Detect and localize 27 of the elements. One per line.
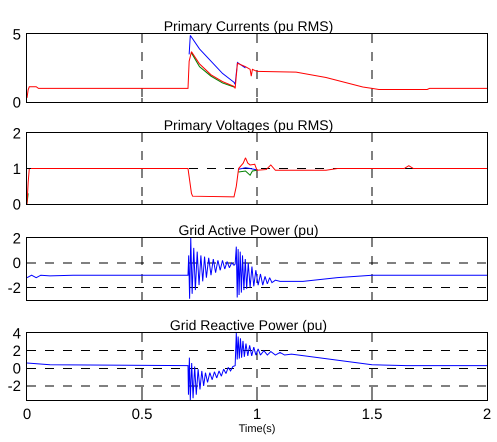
y-tick-label: 1 — [12, 160, 21, 178]
x-tick-label: 1.5 — [362, 406, 382, 423]
line-series — [27, 333, 487, 400]
chart-title: Primary Voltages (pu RMS) — [164, 117, 334, 133]
y-tick-label: 0 — [12, 360, 21, 378]
x-tick-label: 1 — [252, 406, 262, 423]
y-tick-label: 2 — [12, 125, 21, 142]
chart-title: Grid Active Power (pu) — [178, 222, 319, 238]
line-series — [188, 34, 246, 85]
line-series — [27, 238, 487, 300]
line-series — [27, 51, 487, 98]
x-tick-label: 2 — [482, 406, 492, 423]
line-series — [190, 52, 234, 88]
y-tick-label: 5 — [12, 26, 21, 44]
y-tick-label: 0 — [12, 196, 21, 214]
x-tick-label: 0.5 — [132, 406, 152, 423]
y-tick-label: 0 — [12, 94, 21, 112]
chart-title: Grid Reactive Power (pu) — [170, 317, 328, 333]
chart-title: Primary Currents (pu RMS) — [164, 18, 334, 34]
line-series — [27, 157, 487, 204]
y-tick-label: 0 — [12, 255, 21, 272]
x-axis-title: Time(s) — [238, 423, 276, 436]
y-tick-label: 2 — [12, 230, 21, 248]
y-tick-label: 2 — [12, 342, 21, 360]
y-tick-label: -2 — [8, 280, 21, 297]
y-tick-label: -2 — [8, 378, 21, 396]
y-tick-label: 4 — [12, 325, 21, 342]
